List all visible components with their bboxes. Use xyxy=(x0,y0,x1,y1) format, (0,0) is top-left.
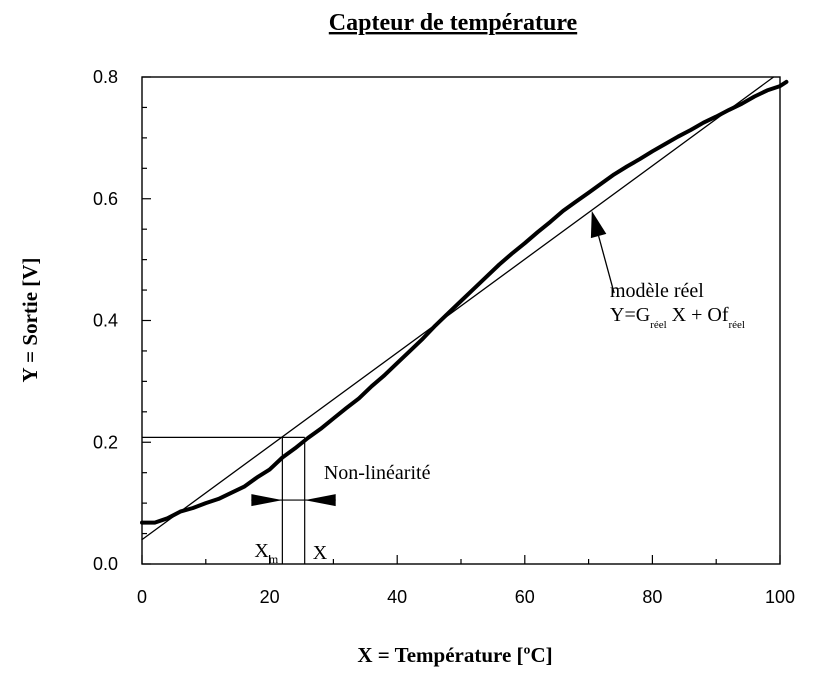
nonlinearity-arrow-right-head xyxy=(304,494,336,507)
model-eq-prefix: Y=G xyxy=(610,304,650,326)
x-tick-label: 0 xyxy=(137,587,147,607)
y-tick-label: 0.6 xyxy=(93,189,118,209)
data-series xyxy=(140,76,789,541)
x-tick-label: 60 xyxy=(515,587,535,607)
y-tick-label: 0.2 xyxy=(93,432,118,452)
xm-label-main: X xyxy=(254,540,269,562)
x-tick-label: 40 xyxy=(387,587,407,607)
model-eq-sub1: réel xyxy=(650,319,666,331)
nonlinearity-arrow-left-head xyxy=(251,494,283,507)
model-arrow-shaft xyxy=(597,235,615,294)
axis-ticks xyxy=(141,76,781,565)
y-axis-label: Y = Sortie [V] xyxy=(18,258,42,383)
chart-title: Capteur de température xyxy=(329,10,578,36)
y-tick-label: 0.0 xyxy=(93,554,118,574)
model-label: modèle réel xyxy=(610,280,704,302)
x-axis-label: X = Température [ºC] xyxy=(357,643,552,667)
model-arrow-head xyxy=(590,210,607,239)
model-arrow xyxy=(590,210,615,294)
x-tick-label: 80 xyxy=(642,587,662,607)
xm-label-sub: m xyxy=(269,552,279,566)
axis-tick-labels: 0 20 40 60 80 100 0.0 0.2 0.4 0.6 0.8 xyxy=(93,67,795,607)
model-equation: Y=Gréel X + Ofréel xyxy=(610,304,745,331)
x-tick-label: 100 xyxy=(765,587,795,607)
model-eq-sub2: réel xyxy=(728,319,744,331)
xm-label: Xm xyxy=(254,540,278,566)
y-tick-label: 0.4 xyxy=(93,311,118,331)
x-tick-label: 20 xyxy=(260,587,280,607)
nonlinearity-marker xyxy=(251,494,336,507)
y-tick-label: 0.8 xyxy=(93,67,118,87)
nonlinearity-label: Non-linéarité xyxy=(324,462,431,484)
x-label: X xyxy=(313,542,328,564)
annotation-lines xyxy=(142,436,306,564)
linear-model-line xyxy=(141,76,775,541)
model-eq-mid: X + Of xyxy=(667,304,729,326)
measured-curve xyxy=(140,79,789,525)
